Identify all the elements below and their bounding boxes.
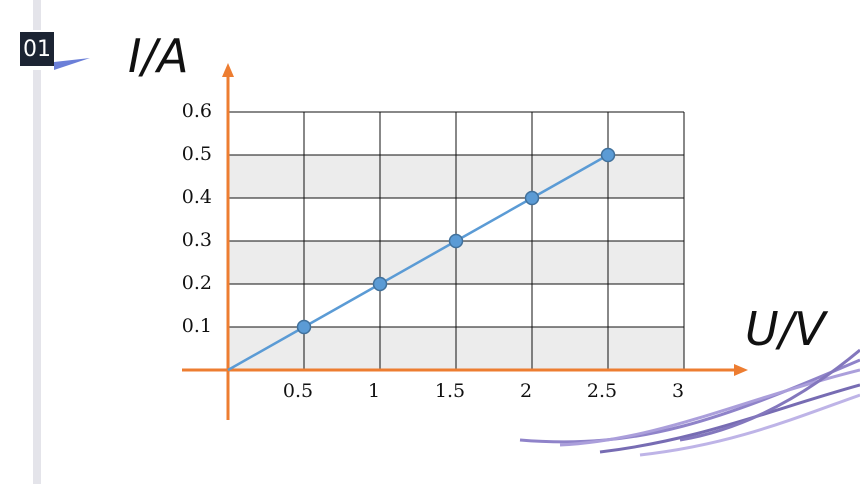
data-point xyxy=(372,276,388,292)
data-point xyxy=(600,147,616,163)
y-tick-label: 0.3 xyxy=(182,229,212,251)
y-tick-label: 0.5 xyxy=(182,143,212,165)
data-point xyxy=(524,190,540,206)
badge-tail xyxy=(54,58,90,70)
swirl xyxy=(519,348,860,457)
y-axis-arrow xyxy=(222,63,234,77)
badge-label: 01 xyxy=(23,37,51,62)
data-point xyxy=(296,319,312,335)
y-tick-label: 0.1 xyxy=(182,315,212,337)
x-tick-label: 1 xyxy=(368,380,380,402)
data-point xyxy=(448,233,464,249)
y-tick-label: 0.2 xyxy=(182,272,212,294)
x-tick-label: 1.5 xyxy=(435,380,465,402)
x-axis-label: U/V xyxy=(745,302,829,356)
x-tick-label: 0.5 xyxy=(283,380,313,402)
y-tick-label: 0.6 xyxy=(182,100,212,122)
x-tick-label: 3 xyxy=(672,380,684,402)
y-tick-label: 0.4 xyxy=(182,186,212,208)
series-line xyxy=(227,153,609,372)
x-tick-label: 2.5 xyxy=(587,380,617,402)
y-axis-label: I/A xyxy=(128,29,189,83)
x-tick-label: 2 xyxy=(520,380,532,402)
badge-box xyxy=(20,32,54,66)
side-bar xyxy=(33,0,41,484)
chart: 0.1 0.2 0.3 0.4 0.5 0.6 0.5 1 1.5 2 2.5 3 xyxy=(182,63,748,420)
x-axis-arrow xyxy=(734,364,748,376)
